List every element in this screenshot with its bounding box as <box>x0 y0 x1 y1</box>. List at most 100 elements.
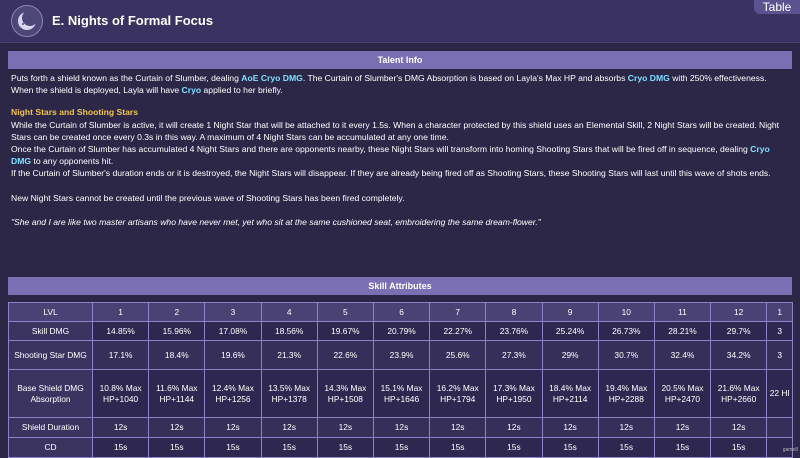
cryo-keyword: AoE Cryo DMG <box>241 73 303 83</box>
skill-attributes-header: Skill Attributes <box>8 277 792 295</box>
level-cell: 12 <box>710 302 768 322</box>
table-row: Shooting Star DMG 17.1% 18.4% 19.6% 21.3% 22.… <box>8 340 794 370</box>
value-cell: 18.4% Max HP+2114 <box>541 369 599 418</box>
value-cell: 12s <box>485 417 543 438</box>
value-cell: 19.4% Max HP+2288 <box>597 369 655 418</box>
value-cell: 14.3% Max HP+1508 <box>316 369 374 418</box>
value-cell: 15s <box>653 437 712 458</box>
skill-header: E. Nights of Formal Focus <box>0 0 800 43</box>
level-cell: 10 <box>597 302 655 322</box>
value-cell: 15s <box>485 437 543 458</box>
value-cell: 30.7% <box>597 340 655 370</box>
value-cell: 29.7% <box>710 321 768 341</box>
value-cell: 10.8% Max HP+1040 <box>91 369 150 418</box>
value-cell <box>766 437 794 458</box>
paragraph-duration: If the Curtain of Slumber's duration end… <box>11 168 771 179</box>
value-cell: 21.6% Max HP+2660 <box>710 369 768 418</box>
value-cell: 22 HI <box>766 369 794 418</box>
level-cell: 8 <box>485 302 543 322</box>
level-cell: 1 <box>91 302 150 322</box>
value-cell: 12s <box>260 417 318 438</box>
skill-attributes-table: LVL 1 2 3 4 5 6 7 8 9 10 11 12 1 Skill DMG 14.85% 15.96%… <box>8 302 794 458</box>
value-cell: 12s <box>429 417 487 438</box>
value-cell: 17.08% <box>204 321 262 341</box>
value-cell: 12s <box>541 417 599 438</box>
level-cell: 7 <box>429 302 487 322</box>
value-cell: 3 <box>766 340 794 370</box>
value-cell: 12s <box>710 417 768 438</box>
value-cell: 12.4% Max HP+1256 <box>204 369 262 418</box>
value-cell: 28.21% <box>653 321 712 341</box>
row-label: Shooting Star DMG <box>8 340 93 370</box>
value-cell: 17.3% Max HP+1950 <box>485 369 543 418</box>
table-row: Base Shield DMG Absorption 10.8% Max HP+1… <box>8 369 794 418</box>
value-cell: 18.4% <box>148 340 206 370</box>
level-cell: 2 <box>148 302 206 322</box>
crescent-moon-icon <box>11 5 43 37</box>
value-cell: 12s <box>316 417 374 438</box>
row-label: Shield Duration <box>8 417 93 438</box>
value-cell: 15s <box>372 437 431 458</box>
level-cell: 6 <box>372 302 431 322</box>
value-cell: 20.79% <box>372 321 431 341</box>
watermark: game8 <box>782 447 798 453</box>
value-cell: 19.67% <box>316 321 374 341</box>
value-cell: 18.56% <box>260 321 318 341</box>
value-cell: 22.6% <box>316 340 374 370</box>
value-cell: 13.5% Max HP+1378 <box>260 369 318 418</box>
value-cell <box>766 417 794 438</box>
value-cell: 12s <box>204 417 262 438</box>
value-cell: 23.9% <box>372 340 431 370</box>
flavor-quote: "She and I are like two master artisans … <box>11 216 541 227</box>
level-cell: 9 <box>541 302 599 322</box>
value-cell: 15s <box>148 437 206 458</box>
value-cell: 3 <box>766 321 794 341</box>
value-cell: 25.24% <box>541 321 599 341</box>
paragraph-new-stars: New Night Stars cannot be created until … <box>11 192 405 203</box>
value-cell: 25.6% <box>429 340 487 370</box>
talent-info-header: Talent Info <box>8 51 792 69</box>
value-cell: 23.76% <box>485 321 543 341</box>
row-label: Skill DMG <box>8 321 93 341</box>
value-cell: 32.4% <box>653 340 712 370</box>
talent-description: Puts forth a shield known as the Curtain… <box>11 72 791 228</box>
cryo-keyword: Cryo DMG <box>11 144 770 167</box>
value-cell: 22.27% <box>429 321 487 341</box>
cryo-keyword: Cryo <box>181 85 202 96</box>
value-cell: 14.85% <box>91 321 150 341</box>
value-cell: 21.3% <box>260 340 318 370</box>
value-cell: 15s <box>316 437 374 458</box>
value-cell: 15s <box>541 437 599 458</box>
value-cell: 12s <box>597 417 655 438</box>
table-row: Shield Duration 12s 12s 12s 12s 12s 12s 12s 12s 1… <box>8 417 794 438</box>
cryo-keyword: Cryo DMG <box>627 73 670 83</box>
level-cell: 5 <box>316 302 374 322</box>
level-cell: 11 <box>653 302 712 322</box>
value-cell: 26.73% <box>597 321 655 341</box>
value-cell: 12s <box>653 417 712 438</box>
level-cell: 3 <box>204 302 262 322</box>
value-cell: 15s <box>429 437 487 458</box>
value-cell: 27.3% <box>485 340 543 370</box>
intro-paragraph: Puts forth a shield known as the Curtain… <box>11 73 767 96</box>
value-cell: 12s <box>372 417 431 438</box>
level-cell: 4 <box>260 302 318 322</box>
value-cell: 15s <box>91 437 150 458</box>
value-cell: 19.6% <box>204 340 262 370</box>
row-label: Base Shield DMG Absorption <box>8 369 93 418</box>
level-header-row: LVL 1 2 3 4 5 6 7 8 9 10 11 12 1 <box>8 302 794 322</box>
value-cell: 15.1% Max HP+1646 <box>372 369 431 418</box>
subheading: Night Stars and Shooting Stars <box>11 107 139 118</box>
table-view-button[interactable]: Table <box>754 0 800 14</box>
value-cell: 11.6% Max HP+1144 <box>148 369 206 418</box>
value-cell: 15s <box>260 437 318 458</box>
value-cell: 12s <box>91 417 150 438</box>
value-cell: 15s <box>204 437 262 458</box>
skill-title: E. Nights of Formal Focus <box>52 13 214 28</box>
paragraph-night-stars: While the Curtain of Slumber is active, … <box>11 119 780 142</box>
value-cell: 20.5% Max HP+2470 <box>653 369 712 418</box>
value-cell: 34.2% <box>710 340 768 370</box>
level-cell: 1 <box>766 302 794 322</box>
lvl-label: LVL <box>8 302 93 322</box>
value-cell: 17.1% <box>91 340 150 370</box>
